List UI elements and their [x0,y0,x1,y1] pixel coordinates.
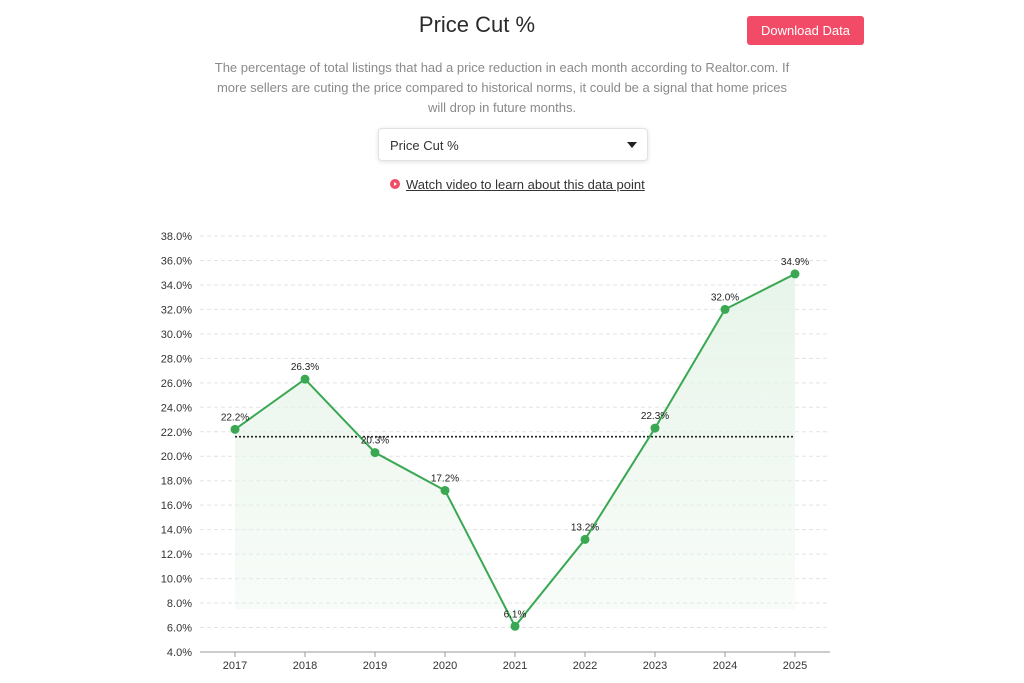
y-tick-label: 28.0% [161,353,192,365]
data-label: 13.2% [571,522,599,533]
watch-video-link[interactable]: Watch video to learn about this data poi… [390,176,645,192]
y-tick-label: 18.0% [161,476,192,488]
y-tick-label: 26.0% [161,378,192,390]
y-tick-label: 32.0% [161,304,192,316]
y-tick-label: 14.0% [161,525,192,537]
watch-video-label: Watch video to learn about this data poi… [406,176,645,192]
data-point [510,621,520,631]
data-point [370,448,380,458]
y-tick-label: 8.0% [167,598,192,610]
x-tick-label: 2021 [503,660,527,672]
data-label: 6.1% [504,609,527,620]
y-tick-label: 10.0% [161,574,192,586]
x-tick-label: 2024 [713,660,737,672]
data-label: 20.3% [361,436,389,447]
data-label: 22.2% [221,412,249,423]
y-tick-label: 6.0% [167,623,192,635]
series-area [235,273,795,627]
page-title: Price Cut % [418,12,536,37]
x-tick-label: 2017 [223,660,247,672]
chart-description: The percentage of total listings that ha… [214,60,790,115]
x-tick-label: 2022 [573,660,597,672]
x-tick-label: 2025 [783,660,807,672]
y-tick-label: 22.0% [161,427,192,439]
y-tick-label: 16.0% [161,500,192,512]
y-tick-label: 24.0% [161,402,192,414]
data-point [790,269,800,279]
y-tick-label: 12.0% [161,549,192,561]
y-tick-label: 38.0% [161,231,192,243]
data-label: 32.0% [711,292,739,303]
data-label: 17.2% [431,473,459,484]
play-circle-icon [390,179,400,189]
data-point [230,424,240,434]
data-label: 22.3% [641,411,669,422]
data-point [580,534,590,544]
caret-down-icon [627,142,637,148]
x-tick-label: 2019 [363,660,387,672]
y-tick-label: 30.0% [161,329,192,341]
x-tick-label: 2020 [433,660,457,672]
data-point [300,374,310,384]
y-tick-label: 4.0% [167,647,192,659]
data-label: 34.9% [781,257,809,268]
download-data-button[interactable]: Download Data [747,16,864,45]
x-tick-label: 2018 [293,660,317,672]
data-point [650,423,660,433]
data-point [440,485,450,495]
data-point [720,304,730,314]
metric-select[interactable]: Price Cut % [378,128,648,161]
data-label: 26.3% [291,362,319,373]
y-tick-label: 34.0% [161,280,192,292]
y-tick-label: 20.0% [161,451,192,463]
y-tick-label: 36.0% [161,255,192,267]
x-tick-label: 2023 [643,660,667,672]
metric-select-value: Price Cut % [390,138,459,153]
